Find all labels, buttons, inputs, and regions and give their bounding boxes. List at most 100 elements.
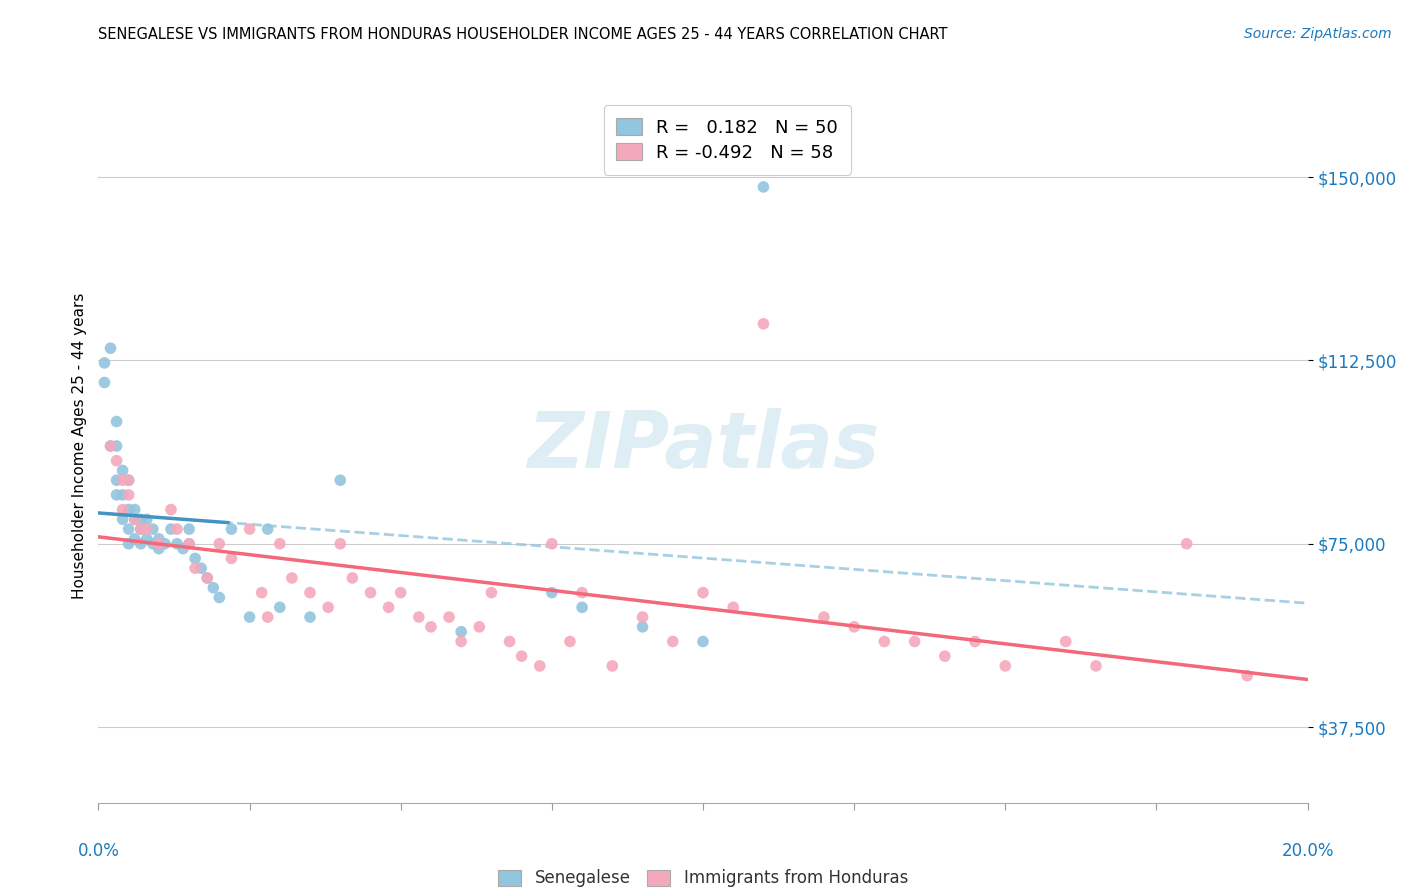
Point xyxy=(124,532,146,546)
Point xyxy=(202,581,225,595)
Point xyxy=(111,473,134,487)
Point xyxy=(873,634,896,648)
Point xyxy=(408,610,430,624)
Point xyxy=(177,537,201,551)
Point xyxy=(571,600,593,615)
Point xyxy=(129,512,152,526)
Point xyxy=(752,180,775,194)
Point xyxy=(269,600,291,615)
Text: SENEGALESE VS IMMIGRANTS FROM HONDURAS HOUSEHOLDER INCOME AGES 25 - 44 YEARS COR: SENEGALESE VS IMMIGRANTS FROM HONDURAS H… xyxy=(98,27,948,42)
Point xyxy=(124,512,146,526)
Point xyxy=(160,522,183,536)
Point xyxy=(142,537,165,551)
Point xyxy=(93,356,115,370)
Point xyxy=(111,463,134,477)
Point xyxy=(195,571,218,585)
Point xyxy=(124,502,146,516)
Point xyxy=(118,473,141,487)
Point xyxy=(419,620,441,634)
Point xyxy=(299,585,322,599)
Point xyxy=(195,571,218,585)
Point xyxy=(558,634,581,648)
Point xyxy=(118,502,141,516)
Point xyxy=(329,473,352,487)
Point xyxy=(239,610,262,624)
Point xyxy=(342,571,364,585)
Point xyxy=(934,649,956,664)
Point xyxy=(135,532,157,546)
Point xyxy=(468,620,491,634)
Point xyxy=(93,376,115,390)
Point xyxy=(377,600,399,615)
Point xyxy=(844,620,866,634)
Point xyxy=(1236,669,1258,683)
Point xyxy=(281,571,304,585)
Point xyxy=(540,585,562,599)
Point xyxy=(510,649,533,664)
Point xyxy=(221,522,243,536)
Point xyxy=(571,585,593,599)
Point xyxy=(166,522,188,536)
Point xyxy=(148,537,170,551)
Point xyxy=(692,585,714,599)
Point xyxy=(118,537,141,551)
Y-axis label: Householder Income Ages 25 - 44 years: Householder Income Ages 25 - 44 years xyxy=(72,293,87,599)
Point xyxy=(111,502,134,516)
Point xyxy=(450,634,472,648)
Point xyxy=(481,585,503,599)
Point xyxy=(142,522,165,536)
Text: 0.0%: 0.0% xyxy=(77,842,120,860)
Point xyxy=(904,634,927,648)
Point xyxy=(105,488,128,502)
Point xyxy=(105,453,128,467)
Point xyxy=(129,522,152,536)
Point xyxy=(118,473,141,487)
Point xyxy=(177,522,201,536)
Point xyxy=(256,522,278,536)
Point xyxy=(250,585,273,599)
Point xyxy=(631,620,654,634)
Point xyxy=(100,439,122,453)
Point xyxy=(105,473,128,487)
Point xyxy=(529,659,551,673)
Text: Source: ZipAtlas.com: Source: ZipAtlas.com xyxy=(1244,27,1392,41)
Point xyxy=(498,634,520,648)
Point xyxy=(148,541,170,556)
Point xyxy=(111,488,134,502)
Point xyxy=(661,634,683,648)
Point xyxy=(129,522,152,536)
Point xyxy=(153,537,176,551)
Point xyxy=(752,317,775,331)
Point xyxy=(177,537,201,551)
Point xyxy=(994,659,1017,673)
Point xyxy=(239,522,262,536)
Point xyxy=(184,551,207,566)
Point xyxy=(450,624,472,639)
Text: ZIPatlas: ZIPatlas xyxy=(527,408,879,484)
Point xyxy=(208,591,231,605)
Point xyxy=(208,537,231,551)
Point xyxy=(135,512,157,526)
Point xyxy=(105,439,128,453)
Point xyxy=(316,600,339,615)
Point xyxy=(269,537,291,551)
Point xyxy=(540,537,562,551)
Point xyxy=(105,415,128,429)
Point xyxy=(184,561,207,575)
Point xyxy=(389,585,412,599)
Point xyxy=(172,541,194,556)
Point xyxy=(1054,634,1077,648)
Point xyxy=(692,634,714,648)
Point xyxy=(360,585,382,599)
Point xyxy=(129,537,152,551)
Point xyxy=(124,512,146,526)
Point xyxy=(190,561,212,575)
Point xyxy=(221,551,243,566)
Point xyxy=(111,512,134,526)
Point xyxy=(256,610,278,624)
Point xyxy=(329,537,352,551)
Point xyxy=(437,610,460,624)
Point xyxy=(148,532,170,546)
Point xyxy=(166,537,188,551)
Point xyxy=(118,522,141,536)
